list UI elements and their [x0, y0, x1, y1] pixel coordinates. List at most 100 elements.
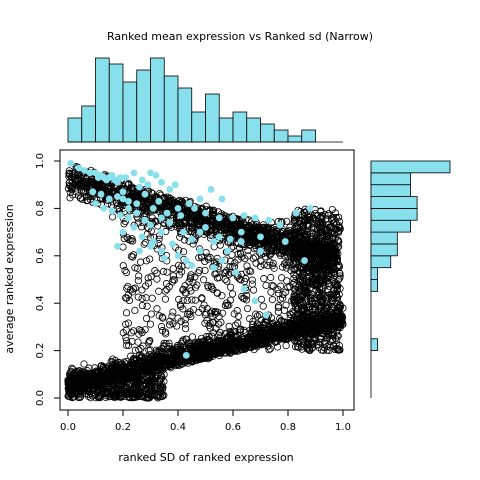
background-point: [155, 235, 163, 243]
background-point: [147, 310, 155, 318]
background-point: [151, 380, 159, 389]
background-point: [159, 353, 168, 361]
background-point: [319, 300, 327, 308]
background-point: [75, 389, 83, 398]
background-point: [88, 179, 96, 187]
background-point: [228, 290, 237, 298]
background-point: [165, 339, 173, 347]
right-hist-bar: [370, 338, 378, 352]
background-point: [158, 383, 166, 391]
background-point: [153, 275, 161, 283]
background-point: [65, 179, 73, 187]
background-point: [331, 225, 340, 234]
background-point: [112, 371, 120, 379]
background-point: [173, 322, 181, 330]
background-point: [312, 265, 320, 274]
background-point: [166, 342, 174, 351]
background-point: [151, 267, 159, 275]
background-point: [322, 317, 331, 326]
background-point: [239, 339, 247, 347]
background-point: [131, 346, 139, 354]
background-point: [335, 346, 343, 354]
top-hist-bar: [177, 87, 193, 143]
background-point: [266, 251, 274, 259]
background-point: [226, 257, 235, 265]
background-point: [144, 390, 153, 398]
background-point: [194, 269, 202, 277]
background-point: [185, 278, 193, 286]
background-point: [133, 379, 141, 387]
background-point: [331, 254, 339, 262]
background-point: [138, 294, 146, 303]
background-point: [205, 336, 213, 344]
background-point: [290, 218, 298, 226]
background-point: [324, 273, 333, 281]
background-point: [309, 214, 318, 222]
right-hist-bar: [370, 279, 378, 292]
background-point: [308, 298, 316, 306]
background-point: [320, 329, 328, 337]
background-point: [199, 276, 208, 284]
background-point: [325, 332, 333, 340]
background-point: [146, 320, 155, 328]
background-point: [200, 341, 208, 349]
background-point: [78, 385, 87, 393]
background-point: [335, 341, 343, 350]
background-point: [158, 313, 166, 321]
background-point: [161, 295, 170, 303]
background-point: [321, 282, 329, 290]
background-point: [335, 309, 343, 317]
top-hist-bar: [163, 75, 179, 143]
top-hist-bar: [67, 117, 83, 143]
chart-title: Ranked mean expression vs Ranked sd (Nar…: [107, 30, 373, 43]
background-point: [286, 310, 294, 318]
background-point: [260, 275, 268, 283]
background-point: [66, 182, 74, 190]
background-point: [320, 256, 328, 265]
background-point: [257, 295, 266, 303]
background-point: [160, 194, 168, 202]
background-point: [235, 275, 244, 283]
background-point: [126, 380, 134, 388]
background-point: [246, 315, 254, 323]
background-point: [199, 343, 208, 351]
top-hist-bar: [218, 117, 234, 143]
background-point: [321, 321, 329, 329]
background-point: [124, 291, 132, 299]
background-point: [69, 372, 77, 380]
background-point: [262, 230, 271, 238]
background-point: [231, 347, 240, 355]
background-point: [127, 252, 136, 260]
right-histogram: [370, 160, 451, 398]
background-point: [225, 333, 233, 342]
background-point: [208, 284, 216, 292]
background-point: [304, 267, 312, 275]
background-point: [82, 181, 91, 189]
background-point: [263, 234, 271, 242]
background-point: [135, 326, 143, 334]
background-point: [236, 326, 244, 334]
background-point: [268, 281, 276, 290]
background-point: [167, 364, 175, 372]
background-point: [288, 297, 296, 305]
background-point: [238, 345, 247, 354]
right-hist-bar: [370, 231, 398, 245]
background-point: [142, 257, 151, 265]
background-point: [326, 343, 334, 351]
background-point: [285, 259, 293, 267]
background-point: [325, 330, 333, 338]
background-point: [331, 345, 339, 354]
background-point: [120, 220, 128, 228]
background-point: [237, 325, 245, 333]
background-point: [313, 280, 321, 288]
background-point: [201, 266, 209, 275]
background-point: [161, 287, 169, 295]
background-point: [299, 226, 307, 234]
background-point: [215, 320, 223, 328]
background-point: [187, 312, 195, 321]
background-point: [311, 209, 319, 218]
background-point: [334, 303, 342, 312]
background-point: [110, 373, 119, 381]
background-point: [181, 282, 189, 290]
background-point: [336, 274, 344, 282]
